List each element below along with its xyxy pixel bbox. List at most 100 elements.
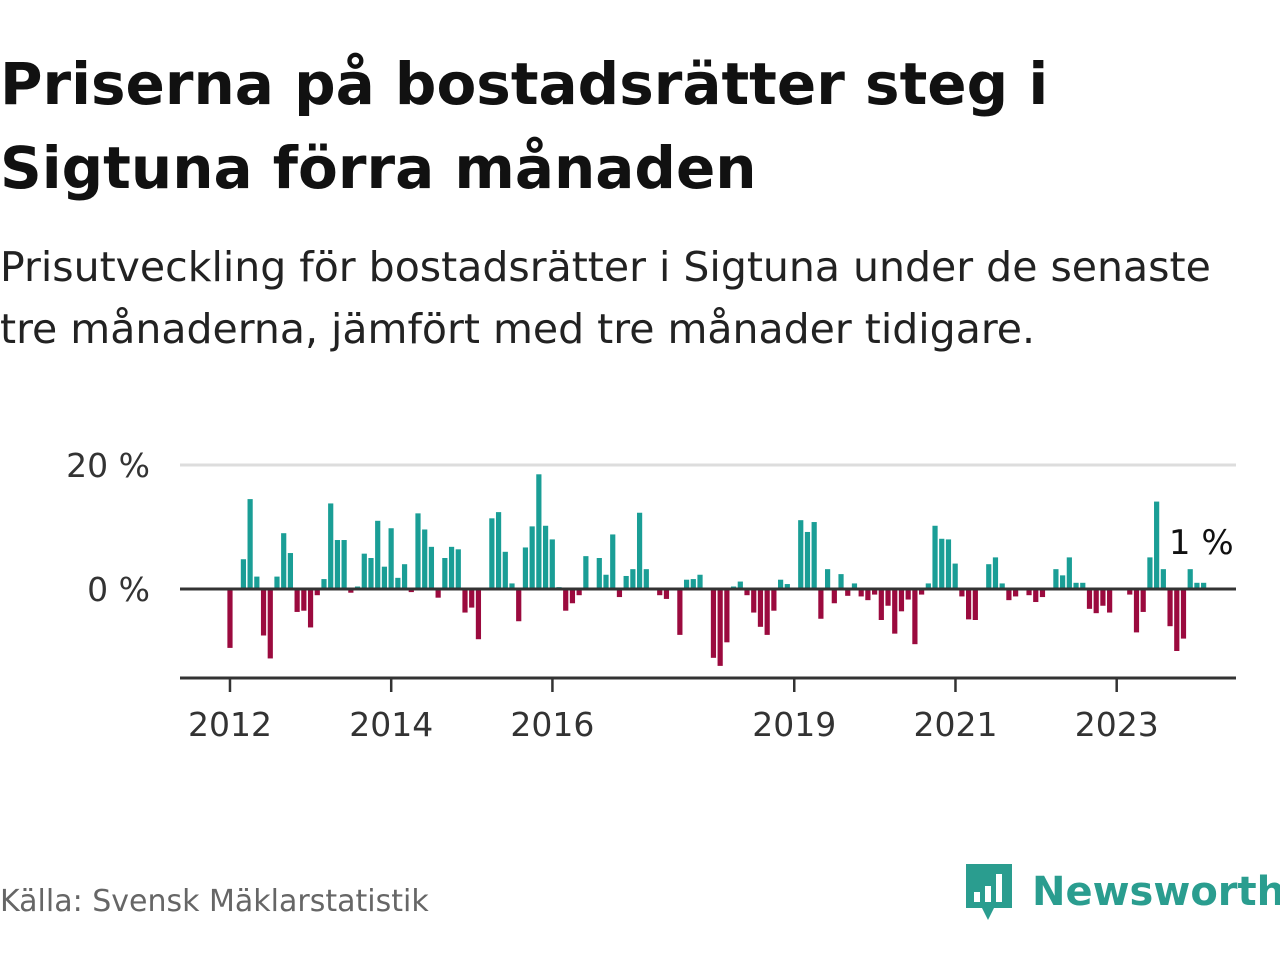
bar bbox=[771, 589, 777, 611]
bar bbox=[1167, 589, 1173, 627]
bar bbox=[616, 589, 623, 598]
bar bbox=[784, 584, 790, 589]
bar bbox=[502, 551, 508, 589]
bar bbox=[1060, 575, 1066, 589]
brand-name: Newsworthy bbox=[1032, 869, 1280, 915]
bar bbox=[569, 589, 576, 604]
bar bbox=[240, 559, 247, 589]
bar bbox=[811, 522, 817, 589]
bar bbox=[301, 589, 307, 611]
bar bbox=[1194, 582, 1200, 589]
bar bbox=[1133, 589, 1140, 633]
bar bbox=[1180, 589, 1187, 639]
bar bbox=[657, 589, 663, 596]
bar bbox=[717, 589, 723, 666]
source-label: Källa: Svensk Mäklarstatistik bbox=[0, 884, 429, 919]
bar bbox=[999, 583, 1005, 589]
bar bbox=[778, 579, 784, 589]
bar bbox=[898, 589, 905, 612]
bar bbox=[274, 576, 280, 589]
bar bbox=[925, 583, 931, 589]
bar bbox=[972, 589, 978, 620]
bar bbox=[1033, 589, 1039, 603]
bar bbox=[227, 589, 233, 648]
bar bbox=[361, 553, 367, 589]
bar bbox=[663, 589, 670, 599]
bar bbox=[509, 583, 515, 589]
bar bbox=[281, 533, 287, 589]
bar bbox=[1174, 589, 1180, 651]
bar bbox=[549, 539, 555, 589]
y-tick-label: 0 % bbox=[87, 570, 150, 609]
bar bbox=[630, 569, 636, 589]
bar bbox=[583, 556, 589, 589]
bar bbox=[603, 574, 609, 589]
bar bbox=[724, 589, 730, 643]
bar bbox=[945, 539, 952, 589]
bar bbox=[1086, 589, 1093, 609]
bar bbox=[710, 589, 717, 658]
bar bbox=[435, 589, 441, 598]
bar bbox=[697, 574, 703, 589]
bar bbox=[798, 520, 804, 589]
bar bbox=[489, 518, 495, 589]
bar bbox=[307, 589, 314, 628]
brand-logo[interactable]: Newsworthy bbox=[964, 862, 1280, 922]
bar bbox=[677, 589, 683, 635]
bar bbox=[536, 474, 542, 589]
bar bbox=[422, 529, 428, 589]
bar bbox=[516, 589, 522, 622]
bar bbox=[415, 513, 421, 589]
bar bbox=[643, 569, 649, 589]
bar bbox=[381, 566, 388, 589]
bar bbox=[260, 589, 267, 636]
bar bbox=[314, 589, 320, 596]
bar bbox=[683, 579, 690, 589]
bar bbox=[388, 528, 394, 589]
bar bbox=[375, 520, 381, 589]
bar bbox=[1100, 589, 1106, 606]
bar bbox=[341, 540, 347, 589]
page-subtitle: Prisutveckling för bostadsrätter i Sigtu… bbox=[0, 243, 1211, 353]
bar bbox=[1093, 589, 1099, 614]
bar bbox=[858, 589, 864, 597]
bar bbox=[845, 589, 851, 596]
bar bbox=[952, 563, 958, 589]
bar bbox=[1160, 569, 1166, 589]
x-tick-label: 2021 bbox=[913, 705, 997, 744]
bar bbox=[442, 558, 448, 589]
bar bbox=[576, 589, 582, 596]
bar bbox=[838, 574, 844, 589]
bar bbox=[469, 589, 475, 608]
bar bbox=[563, 589, 569, 611]
x-tick-label: 2016 bbox=[510, 705, 594, 744]
bar bbox=[596, 558, 602, 589]
bar bbox=[623, 575, 629, 589]
bar bbox=[851, 583, 858, 589]
bar bbox=[522, 547, 529, 589]
bar bbox=[1201, 582, 1207, 589]
bar bbox=[757, 589, 764, 627]
bar bbox=[254, 576, 260, 589]
bar bbox=[1154, 501, 1160, 589]
bar bbox=[287, 553, 294, 589]
bar bbox=[878, 589, 884, 620]
bar bbox=[939, 538, 945, 589]
bar bbox=[321, 579, 327, 589]
bar bbox=[737, 581, 743, 589]
bar bbox=[408, 589, 414, 593]
x-tick-label: 2019 bbox=[752, 705, 836, 744]
bar bbox=[872, 589, 878, 595]
bar bbox=[818, 589, 824, 619]
bar bbox=[905, 589, 911, 600]
bar bbox=[1140, 589, 1146, 612]
bar bbox=[690, 579, 696, 589]
bar bbox=[932, 525, 938, 589]
bar bbox=[744, 589, 750, 596]
bar bbox=[428, 546, 435, 589]
bar bbox=[1187, 569, 1193, 589]
bar bbox=[966, 589, 972, 620]
bar bbox=[831, 589, 837, 604]
price-change-bar-chart: 0 % 20 % 2012 2014 2016 2019 2021 2023 1 % bbox=[66, 446, 1236, 744]
bar bbox=[448, 546, 455, 589]
